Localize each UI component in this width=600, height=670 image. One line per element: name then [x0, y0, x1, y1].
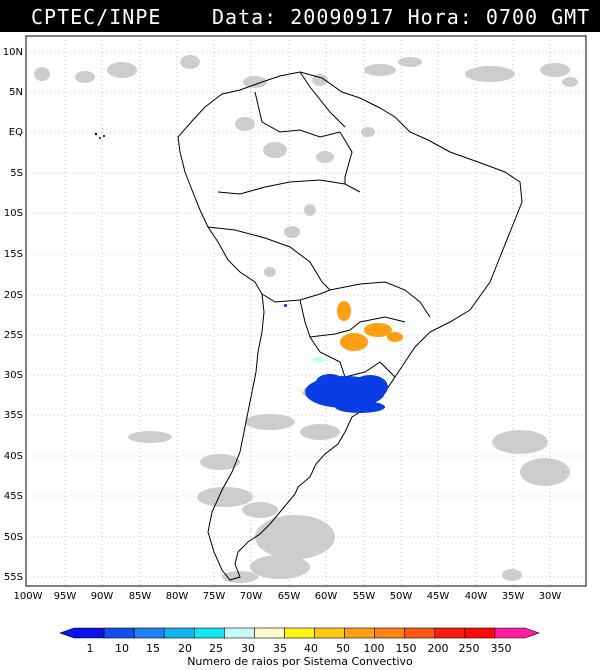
colorbar-swatch	[224, 627, 255, 639]
lat-label: EQ	[9, 127, 23, 138]
colorbar-swatch	[344, 627, 375, 639]
lon-label: 55W	[353, 591, 376, 602]
lon-label: 75W	[203, 591, 226, 602]
lightning-orange-north	[337, 301, 403, 351]
colorbar-swatch	[374, 627, 406, 639]
colorbar-swatch	[163, 627, 195, 639]
lat-label: 15S	[4, 249, 23, 260]
lon-label: 40W	[465, 591, 488, 602]
colorbar-swatches	[59, 627, 540, 639]
lat-label: 10S	[4, 208, 23, 219]
colorbar-value: 30	[241, 642, 255, 655]
colorbar-value: 250	[459, 642, 480, 655]
colorbar-swatch	[103, 627, 135, 639]
lat-label: 5S	[10, 168, 23, 179]
colorbar-swatch	[133, 627, 165, 639]
lon-label: 85W	[129, 591, 152, 602]
colorbar-swatch	[314, 627, 345, 639]
lat-label: 5N	[9, 87, 23, 98]
time-label: Hora:	[407, 5, 473, 29]
title-bar: CPTEC/INPE Data: 20090917 Hora: 0700 GMT	[0, 0, 600, 32]
colorbar-swatch	[434, 627, 466, 639]
lat-label: 50S	[4, 532, 23, 543]
lat-label: 30S	[4, 370, 23, 381]
lon-label: 30W	[539, 591, 562, 602]
longitude-labels: 100W 95W 90W 85W 80W 75W 70W 65W 60W 55W…	[14, 591, 562, 602]
colorbar-value: 150	[396, 642, 417, 655]
colorbar-value: 35	[273, 642, 287, 655]
lat-label: 35S	[4, 410, 23, 421]
organization-label: CPTEC/INPE	[31, 5, 162, 29]
colorbar-swatch	[59, 627, 105, 639]
time-value: 0700 GMT	[485, 5, 591, 29]
lat-label: 20S	[4, 290, 23, 301]
lon-label: 45W	[427, 591, 450, 602]
colorbar-swatch	[404, 627, 436, 639]
colorbar-swatch	[254, 627, 285, 639]
lon-label: 50W	[390, 591, 413, 602]
colorbar-swatch	[284, 627, 315, 639]
lon-label: 35W	[502, 591, 525, 602]
lightning-small-cells	[284, 304, 324, 393]
lightning-map: 10N 5N EQ 5S 10S 15S 20S 25S 30S 35S 40S…	[3, 35, 587, 602]
colorbar-swatch	[494, 627, 540, 639]
coastlines	[177, 71, 523, 581]
colorbar-value: 350	[491, 642, 512, 655]
date-value: 20090917	[290, 5, 395, 29]
lon-label: 65W	[278, 591, 301, 602]
lon-label: 90W	[91, 591, 114, 602]
colorbar-value: 100	[364, 642, 385, 655]
map-frame	[25, 35, 587, 587]
colorbar-value: 15	[146, 642, 160, 655]
cloud-cover	[34, 55, 578, 583]
latitude-labels: 10N 5N EQ 5S 10S 15S 20S 25S 30S 35S 40S…	[3, 47, 23, 583]
date-label: Data:	[212, 5, 278, 29]
colorbar-swatch	[193, 627, 225, 639]
colorbar-labels: 1 10 15 20 25 30 35 40 50 100 150 200 25…	[87, 642, 512, 655]
colorbar-legend: 1 10 15 20 25 30 35 40 50 100 150 200 25…	[59, 627, 540, 668]
colorbar-value: 10	[115, 642, 129, 655]
islands	[94, 132, 105, 139]
datetime-info: Data: 20090917 Hora: 0700 GMT	[212, 5, 590, 29]
lat-label: 55S	[4, 572, 23, 583]
colorbar-value: 25	[209, 642, 223, 655]
lat-label: 45S	[4, 491, 23, 502]
lon-label: 95W	[54, 591, 77, 602]
lon-label: 100W	[14, 591, 43, 602]
lat-label: 40S	[4, 451, 23, 462]
lat-label: 10N	[3, 47, 23, 58]
colorbar-swatch	[464, 627, 496, 639]
colorbar-value: 20	[178, 642, 192, 655]
lightning-blue-south	[305, 374, 388, 413]
colorbar-title: Numero de raios por Sistema Convectivo	[187, 655, 413, 668]
colorbar-value: 200	[428, 642, 449, 655]
lon-label: 60W	[315, 591, 338, 602]
colorbar-value: 50	[336, 642, 350, 655]
colorbar-value: 40	[304, 642, 318, 655]
colorbar-value: 1	[87, 642, 94, 655]
lat-label: 25S	[4, 330, 23, 341]
lon-label: 80W	[166, 591, 189, 602]
lon-label: 70W	[240, 591, 263, 602]
